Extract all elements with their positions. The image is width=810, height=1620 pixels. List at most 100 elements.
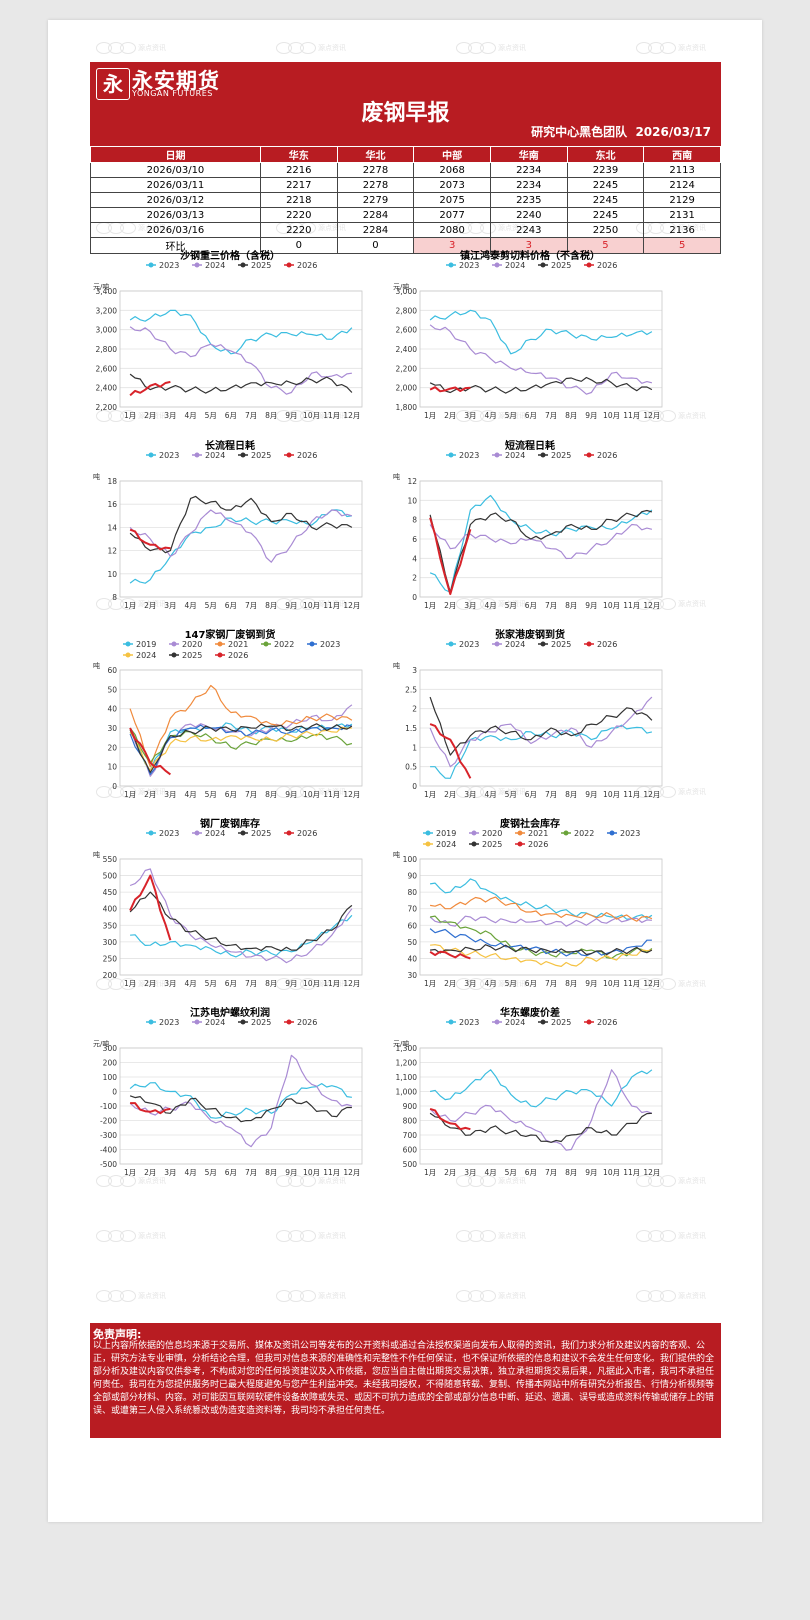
legend-entry: 2022 — [261, 640, 294, 649]
x-tick-label: 5月 — [505, 790, 517, 799]
legend-marker — [194, 830, 200, 836]
legend-label: 2020 — [182, 640, 202, 649]
chart-svg: 2023 2024 2025 2026 元/吨 2,200 2,400 2,600 2,800 3… — [93, 261, 363, 420]
watermark: 源点资讯 — [456, 1175, 526, 1187]
watermark-text: 源点资讯 — [498, 788, 526, 796]
series-line-2023 — [429, 494, 653, 593]
y-tick-label: 6 — [412, 535, 417, 544]
series-line-2025 — [129, 723, 353, 774]
watermark-rings-icon — [276, 978, 316, 990]
x-tick-label: 7月 — [545, 601, 557, 610]
x-tick-label: 10月 — [303, 601, 320, 610]
legend-marker — [148, 452, 154, 458]
legend-entry: 2025 — [238, 1018, 271, 1027]
chart: 2023 2024 2025 2026 吨 200 250 300 350 400 450 500 55… — [90, 815, 370, 997]
x-tick-label: 11月 — [623, 411, 640, 420]
chart-svg: 2023 2024 2025 2026 元/吨 500 600 700 800 900 1,000 1… — [393, 1018, 663, 1177]
legend-marker — [240, 262, 246, 268]
column-header: 华南 — [489, 146, 568, 163]
y-tick-label: 16 — [107, 500, 117, 509]
series-line-2021 — [129, 684, 353, 768]
legend-label: 2023 — [459, 261, 479, 270]
legend-label: 2025 — [551, 640, 571, 649]
table-cell: 2234 — [489, 177, 568, 193]
x-tick-label: 10月 — [303, 1168, 320, 1177]
series-line-2024 — [430, 944, 652, 967]
x-tick-label: 3月 — [164, 601, 176, 610]
x-tick-label: 5月 — [205, 790, 217, 799]
y-tick-label: 2,200 — [396, 364, 418, 373]
legend-marker — [309, 641, 315, 647]
table-cell: 2136 — [643, 222, 721, 238]
legend-marker — [240, 830, 246, 836]
legend-marker — [125, 652, 131, 658]
x-tick-label: 7月 — [545, 979, 557, 988]
x-tick-label: 2月 — [444, 1168, 456, 1177]
x-tick-label: 8月 — [265, 1168, 277, 1177]
x-tick-label: 2月 — [144, 601, 156, 610]
watermark-rings-icon — [276, 1175, 316, 1187]
series-line-2019 — [430, 878, 653, 920]
watermark-text: 源点资讯 — [498, 44, 526, 52]
x-tick-label: 9月 — [585, 979, 597, 988]
y-tick-label: 4 — [412, 554, 417, 563]
x-tick-label: 2月 — [144, 790, 156, 799]
chart-title: 江苏电炉螺纹利润 — [190, 1008, 270, 1019]
change-cell: 0 — [336, 237, 415, 254]
x-tick-label: 1月 — [124, 979, 136, 988]
x-tick-label: 6月 — [225, 601, 237, 610]
plot-frame — [419, 290, 663, 408]
watermark-rings-icon — [636, 1290, 676, 1302]
table-row: 2026/03/11 2217 2278 2073 2234 2245 2124 — [90, 177, 721, 193]
watermark-rings-icon — [96, 42, 136, 54]
legend-marker — [171, 652, 177, 658]
legend-entry: 2024 — [192, 1018, 225, 1027]
x-tick-label: 10月 — [603, 411, 620, 420]
y-tick-label: -300 — [100, 1131, 117, 1140]
x-tick-label: 12月 — [643, 411, 660, 420]
watermark-rings-icon — [96, 1230, 136, 1242]
watermark-rings-icon — [276, 410, 316, 422]
y-tick-label: 100 — [103, 1073, 118, 1082]
watermark: 源点资讯 — [276, 1290, 346, 1302]
x-tick-label: 11月 — [323, 411, 340, 420]
legend-entry: 2023 — [307, 640, 340, 649]
series-line-2023 — [129, 1082, 352, 1119]
table-cell: 2124 — [643, 177, 721, 193]
y-tick-label: 900 — [403, 1102, 418, 1111]
legend-label: 2024 — [205, 829, 225, 838]
legend-label: 2023 — [459, 451, 479, 460]
series-line-2026 — [429, 386, 471, 393]
legend-entry: 2024 — [423, 840, 456, 849]
y-tick-label: 0 — [412, 593, 417, 602]
column-header: 西南 — [643, 146, 721, 163]
y-tick-label: 40 — [407, 954, 417, 963]
legend-label: 2019 — [436, 829, 456, 838]
y-tick-label: 10 — [107, 763, 117, 772]
legend-marker — [540, 1019, 546, 1025]
legend-label: 2025 — [551, 261, 571, 270]
y-axis-unit: 元/吨 — [393, 1039, 409, 1048]
x-tick-label: 10月 — [603, 979, 620, 988]
x-tick-label: 2月 — [144, 1168, 156, 1177]
y-tick-label: 0.5 — [405, 763, 417, 772]
table-cell: 2279 — [336, 192, 415, 208]
report-title: 废钢早报 — [361, 101, 450, 126]
x-tick-label: 2月 — [444, 601, 456, 610]
report-date: 2026/03/17 — [635, 125, 711, 139]
series-line-2024 — [429, 1069, 653, 1151]
y-tick-label: 600 — [403, 1146, 418, 1155]
watermark-text: 源点资讯 — [318, 788, 346, 796]
legend-entry: 2026 — [284, 1018, 317, 1027]
watermark-text: 源点资讯 — [498, 1177, 526, 1185]
legend-label: 2019 — [136, 640, 156, 649]
legend-entry: 2023 — [146, 451, 179, 460]
watermark: 源点资讯 — [456, 598, 526, 610]
watermark-rings-icon — [276, 786, 316, 798]
legend-label: 2020 — [482, 829, 502, 838]
x-tick-label: 6月 — [525, 979, 537, 988]
x-tick-label: 2月 — [444, 790, 456, 799]
x-tick-label: 4月 — [184, 1168, 196, 1177]
plot-frame — [419, 480, 663, 598]
x-tick-label: 11月 — [623, 979, 640, 988]
